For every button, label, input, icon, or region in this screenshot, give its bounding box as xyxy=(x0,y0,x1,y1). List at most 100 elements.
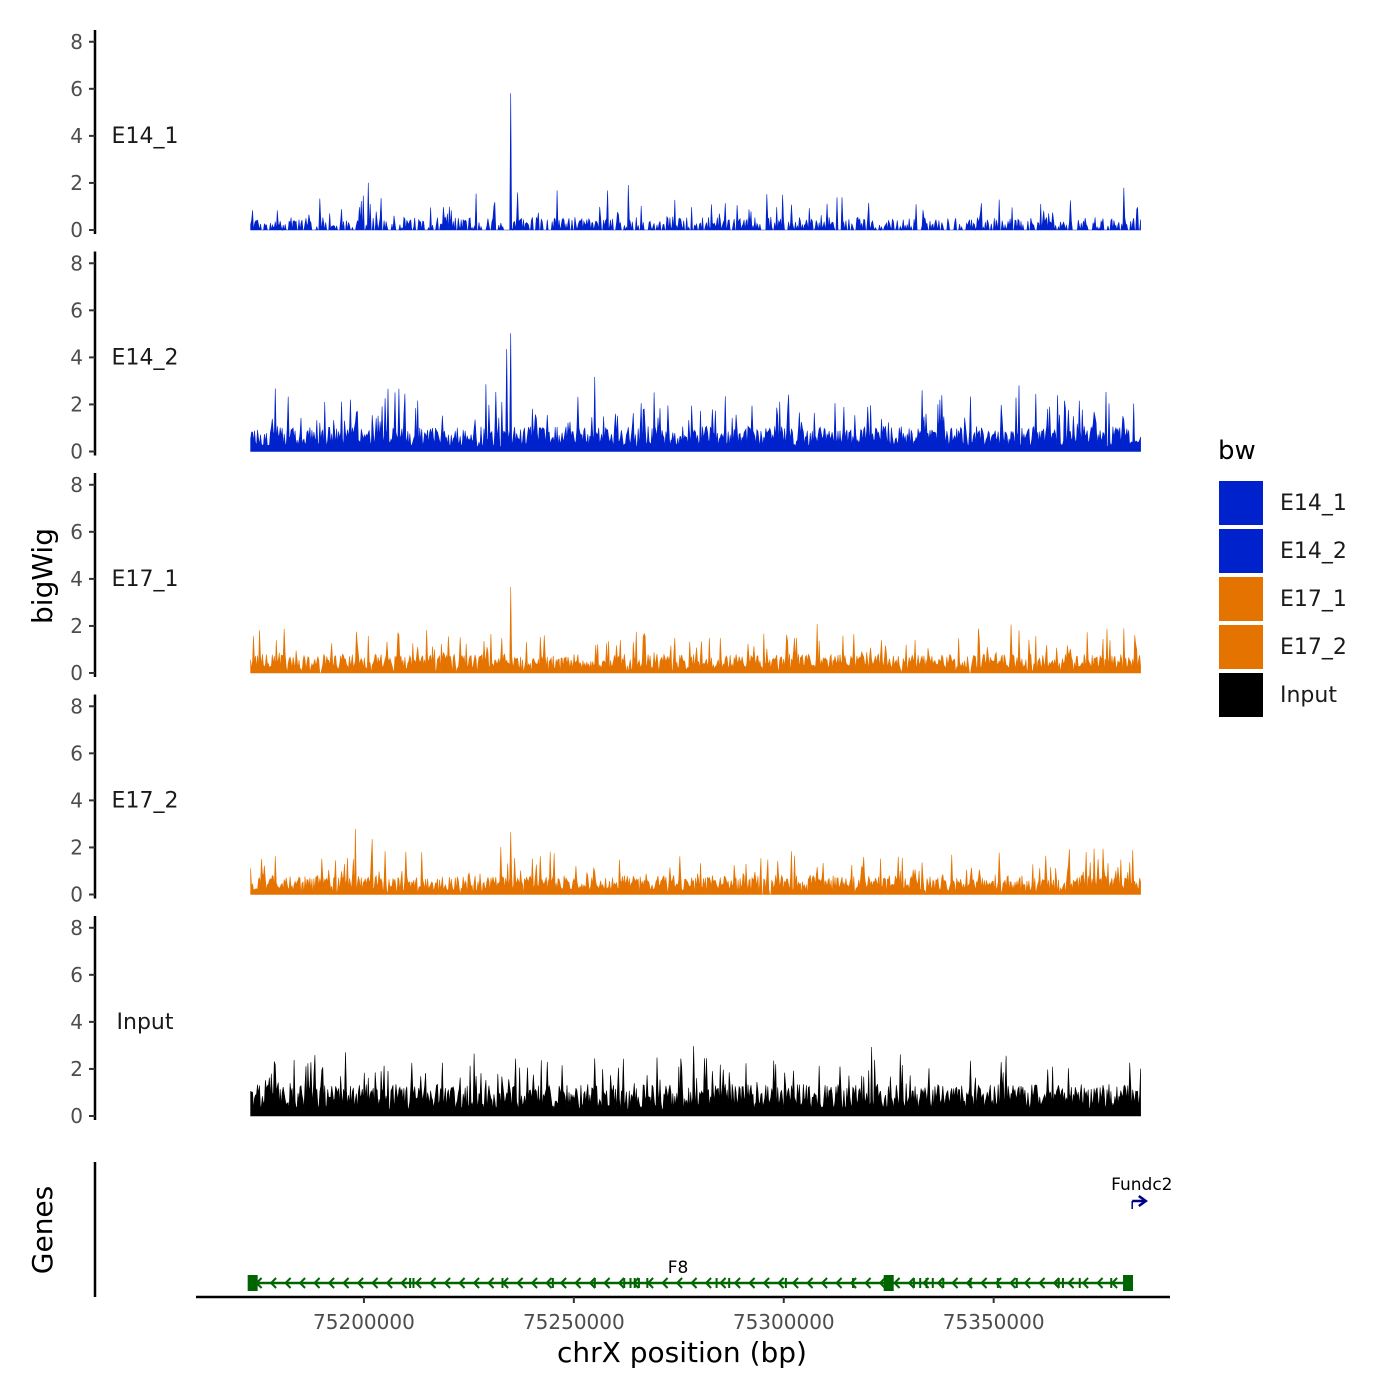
gene-f8-strand-arrow xyxy=(849,1277,857,1289)
gene-f8-exon xyxy=(637,1278,640,1288)
track-label-input: Input xyxy=(117,1010,174,1035)
gene-f8-strand-arrow xyxy=(1067,1277,1075,1289)
gene-f8-exon xyxy=(919,1278,922,1288)
gene-label-f8: F8 xyxy=(668,1258,689,1278)
gene-f8-strand-arrow xyxy=(371,1277,379,1289)
track-e14-1: 0 2 4 6 8 E14_1 xyxy=(70,30,1141,242)
track-input-y-tick-label: 0 xyxy=(70,1104,83,1128)
gene-f8: F8 xyxy=(247,1258,1134,1291)
gene-f8-strand-arrow xyxy=(719,1277,727,1289)
x-tick-label: 75300000 xyxy=(733,1310,835,1334)
gene-fundc2: Fundc2 xyxy=(1111,1175,1172,1209)
track-e14-1-y-tick-label: 4 xyxy=(70,124,83,148)
track-input-y-tick-label: 2 xyxy=(70,1057,83,1081)
gene-f8-strand-arrow xyxy=(400,1277,408,1289)
gene-f8-exon xyxy=(409,1278,412,1288)
gene-f8-strand-arrow xyxy=(458,1277,466,1289)
legend-label-input: Input xyxy=(1280,683,1337,708)
track-input-y-tick-label: 6 xyxy=(70,963,83,987)
gene-f8-strand-arrow xyxy=(327,1277,335,1289)
track-label-e14-1: E14_1 xyxy=(112,124,179,149)
gene-f8-exon xyxy=(629,1278,632,1288)
gene-f8-strand-arrow xyxy=(1081,1277,1089,1289)
gene-f8-strand-arrow xyxy=(820,1277,828,1289)
signal-area-e14-1 xyxy=(250,93,1141,232)
track-e17-2-y-tick-label: 6 xyxy=(70,741,83,765)
gene-f8-strand-arrow xyxy=(487,1277,495,1289)
gene-f8-strand-arrow xyxy=(313,1277,321,1289)
gene-f8-exon xyxy=(247,1275,258,1291)
gene-f8-strand-arrow xyxy=(791,1277,799,1289)
gene-f8-strand-arrow xyxy=(675,1277,683,1289)
gene-f8-strand-arrow xyxy=(617,1277,625,1289)
gene-f8-strand-arrow xyxy=(530,1277,538,1289)
gene-f8-exon xyxy=(912,1278,915,1288)
track-input-y-tick-label: 4 xyxy=(70,1010,83,1034)
gene-f8-strand-arrow xyxy=(936,1277,944,1289)
track-e17-2-y-tick-label: 0 xyxy=(70,883,83,907)
track-e14-1-y-tick-label: 8 xyxy=(70,30,83,54)
track-e14-1-y-tick-label: 2 xyxy=(70,171,83,195)
gene-f8-exon xyxy=(728,1278,731,1288)
x-tick-label: 75250000 xyxy=(523,1310,625,1334)
gene-f8-strand-arrow xyxy=(1052,1277,1060,1289)
gene-f8-strand-arrow xyxy=(777,1277,785,1289)
legend-label-e17-1: E17_1 xyxy=(1280,587,1347,612)
gene-f8-strand-arrow xyxy=(559,1277,567,1289)
gene-f8-strand-arrow xyxy=(284,1277,292,1289)
gene-f8-strand-arrow xyxy=(951,1277,959,1289)
track-e17-2-y-tick-label: 2 xyxy=(70,835,83,859)
gene-fundc2-strand-arrow xyxy=(1138,1194,1148,1208)
gene-f8-exon xyxy=(623,1278,626,1288)
gene-f8-exon xyxy=(784,1278,787,1288)
gene-f8-strand-arrow xyxy=(385,1277,393,1289)
legend-swatch-e17-2 xyxy=(1217,623,1265,671)
gene-f8-strand-arrow xyxy=(704,1277,712,1289)
legend-swatch-e14-1 xyxy=(1217,479,1265,527)
gene-f8-strand-arrow xyxy=(516,1277,524,1289)
signal-area-e14-2 xyxy=(250,333,1141,452)
legend-label-e17-2: E17_2 xyxy=(1280,635,1347,660)
gene-f8-exon xyxy=(646,1278,649,1288)
gene-f8-strand-arrow xyxy=(342,1277,350,1289)
gene-f8-strand-arrow xyxy=(1009,1277,1017,1289)
gene-f8-strand-arrow xyxy=(588,1277,596,1289)
gene-f8-exon xyxy=(1078,1278,1081,1288)
gene-label-fundc2: Fundc2 xyxy=(1111,1175,1172,1195)
track-e14-1-y-tick-label: 6 xyxy=(70,77,83,101)
gene-f8-exon xyxy=(942,1278,945,1288)
gene-f8-strand-arrow xyxy=(1096,1277,1104,1289)
gene-f8-exon xyxy=(1061,1278,1064,1288)
gene-f8-exon xyxy=(1110,1278,1113,1288)
track-e17-2: 0 2 4 6 8 E17_2 xyxy=(70,694,1141,907)
gene-f8-strand-arrow xyxy=(690,1277,698,1289)
gene-f8-strand-arrow xyxy=(762,1277,770,1289)
signal-tracks: 0 2 4 6 8 E14_1 0 2 4 6 8 E14_2 0 2 4 6 8 E17_1 0 2 4 6 8 E17_2… xyxy=(70,30,1141,1128)
x-tick-label: 75200000 xyxy=(313,1310,415,1334)
x-tick-label: 75350000 xyxy=(943,1310,1045,1334)
x-axis: 75200000 75250000 75300000 75350000 xyxy=(196,1295,1170,1334)
legend-title: bw xyxy=(1218,436,1256,466)
gene-f8-strand-arrow xyxy=(545,1277,553,1289)
track-e17-1-y-tick-label: 4 xyxy=(70,567,83,591)
gene-f8-strand-arrow xyxy=(298,1277,306,1289)
gene-f8-strand-arrow xyxy=(429,1277,437,1289)
gene-f8-exon xyxy=(633,1278,636,1288)
gene-panel: F8 Fundc2 xyxy=(93,1162,1172,1297)
y-axis-title: bigWig xyxy=(26,528,59,624)
gene-f8-strand-arrow xyxy=(443,1277,451,1289)
x-axis-title: chrX position (bp) xyxy=(557,1336,807,1369)
gene-f8-exon xyxy=(412,1278,415,1288)
gene-f8-strand-arrow xyxy=(472,1277,480,1289)
gene-f8-exon xyxy=(996,1278,999,1288)
gene-f8-strand-arrow xyxy=(748,1277,756,1289)
track-e17-1-y-tick-label: 0 xyxy=(70,661,83,685)
gene-f8-strand-arrow xyxy=(806,1277,814,1289)
track-e14-2-y-tick-label: 6 xyxy=(70,298,83,322)
gene-f8-exon xyxy=(551,1278,554,1288)
gene-f8-exon xyxy=(593,1278,596,1288)
track-e17-1-y-tick-label: 6 xyxy=(70,520,83,544)
gene-f8-strand-arrow xyxy=(733,1277,741,1289)
track-e14-2: 0 2 4 6 8 E14_2 xyxy=(70,251,1141,464)
